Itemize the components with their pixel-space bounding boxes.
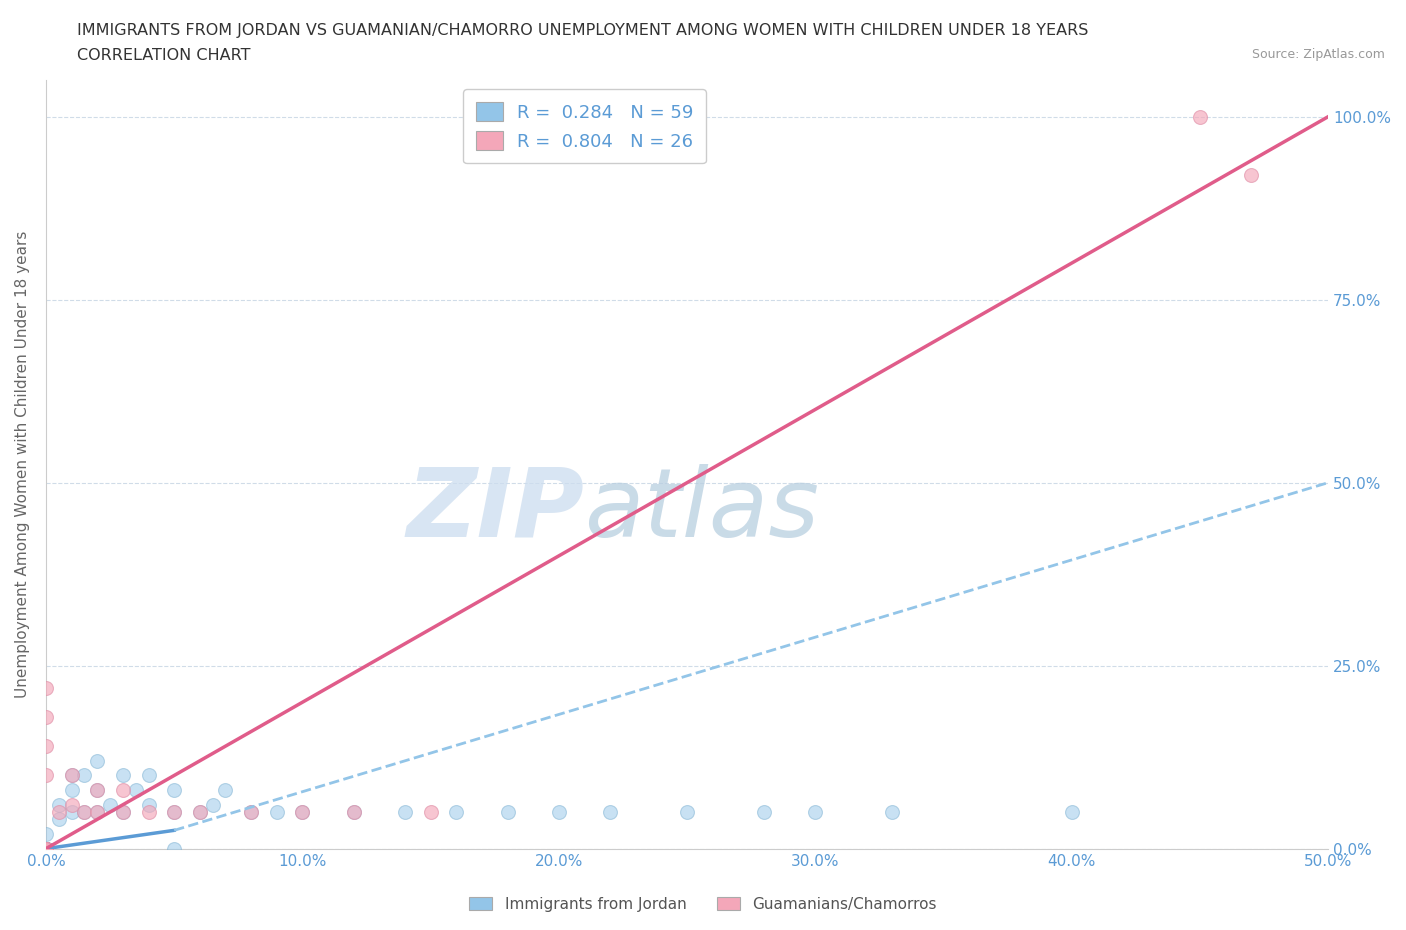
Point <box>35 842 58 857</box>
Point <box>163 804 186 819</box>
Point <box>35 842 58 857</box>
Point <box>48 804 70 819</box>
Point <box>111 768 134 783</box>
Point <box>214 783 236 798</box>
Point <box>35 680 58 695</box>
Point <box>73 804 96 819</box>
Point <box>35 827 58 842</box>
Point <box>35 842 58 857</box>
Point <box>291 804 314 819</box>
Point <box>35 842 58 857</box>
Point <box>60 797 83 812</box>
Point <box>111 804 134 819</box>
Point <box>35 842 58 857</box>
Point <box>35 842 58 857</box>
Point <box>35 842 58 857</box>
Point <box>1060 804 1083 819</box>
Point <box>35 842 58 857</box>
Point <box>1240 167 1263 182</box>
Point <box>188 804 211 819</box>
Point <box>163 783 186 798</box>
Point <box>35 842 58 857</box>
Text: Source: ZipAtlas.com: Source: ZipAtlas.com <box>1251 48 1385 61</box>
Point <box>1188 109 1211 124</box>
Point <box>98 797 121 812</box>
Point <box>35 842 58 857</box>
Point <box>35 738 58 753</box>
Point <box>138 797 160 812</box>
Point <box>163 842 186 857</box>
Point <box>35 842 58 857</box>
Point <box>201 797 224 812</box>
Point <box>86 804 108 819</box>
Text: ZIP: ZIP <box>406 464 585 557</box>
Point <box>86 804 108 819</box>
Point <box>35 842 58 857</box>
Legend: R =  0.284   N = 59, R =  0.804   N = 26: R = 0.284 N = 59, R = 0.804 N = 26 <box>463 89 706 163</box>
Point <box>35 842 58 857</box>
Point <box>35 842 58 857</box>
Point <box>35 842 58 857</box>
Point <box>35 842 58 857</box>
Point <box>35 842 58 857</box>
Point <box>240 804 263 819</box>
Point <box>804 804 827 819</box>
Point <box>394 804 416 819</box>
Point <box>35 710 58 724</box>
Point <box>125 783 148 798</box>
Point <box>35 842 58 857</box>
Point <box>48 812 70 827</box>
Legend: Immigrants from Jordan, Guamanians/Chamorros: Immigrants from Jordan, Guamanians/Chamo… <box>464 890 942 918</box>
Point <box>86 783 108 798</box>
Point <box>60 783 83 798</box>
Point <box>35 842 58 857</box>
Point <box>35 842 58 857</box>
Point <box>73 804 96 819</box>
Point <box>882 804 904 819</box>
Point <box>86 753 108 768</box>
Point <box>138 804 160 819</box>
Point <box>48 797 70 812</box>
Point <box>35 842 58 857</box>
Point <box>60 768 83 783</box>
Point <box>35 842 58 857</box>
Point <box>343 804 366 819</box>
Point <box>60 804 83 819</box>
Point <box>35 842 58 857</box>
Point <box>111 804 134 819</box>
Point <box>35 842 58 857</box>
Text: CORRELATION CHART: CORRELATION CHART <box>77 48 250 63</box>
Point <box>73 768 96 783</box>
Point <box>547 804 569 819</box>
Text: atlas: atlas <box>585 464 820 557</box>
Point <box>240 804 263 819</box>
Point <box>86 783 108 798</box>
Y-axis label: Unemployment Among Women with Children Under 18 years: Unemployment Among Women with Children U… <box>15 231 30 698</box>
Point <box>35 842 58 857</box>
Point <box>599 804 621 819</box>
Point <box>163 804 186 819</box>
Point <box>343 804 366 819</box>
Point <box>35 842 58 857</box>
Text: IMMIGRANTS FROM JORDAN VS GUAMANIAN/CHAMORRO UNEMPLOYMENT AMONG WOMEN WITH CHILD: IMMIGRANTS FROM JORDAN VS GUAMANIAN/CHAM… <box>77 23 1088 38</box>
Point <box>138 768 160 783</box>
Point <box>676 804 699 819</box>
Point <box>752 804 775 819</box>
Point <box>266 804 288 819</box>
Point <box>291 804 314 819</box>
Point <box>35 768 58 783</box>
Point <box>188 804 211 819</box>
Point <box>60 768 83 783</box>
Point <box>446 804 468 819</box>
Point <box>419 804 441 819</box>
Point <box>111 783 134 798</box>
Point <box>496 804 519 819</box>
Point <box>35 842 58 857</box>
